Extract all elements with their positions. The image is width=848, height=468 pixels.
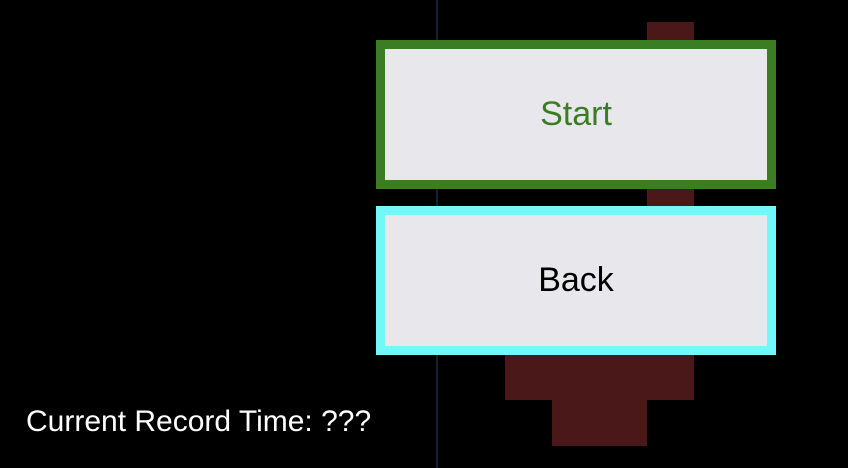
decor-block-bottom (552, 398, 647, 446)
start-button[interactable]: Start (376, 40, 776, 189)
start-button-label: Start (540, 95, 612, 133)
back-button-label: Back (538, 261, 614, 299)
record-time-text: Current Record Time: ??? (26, 405, 372, 438)
decor-block-middle (505, 350, 694, 400)
back-button[interactable]: Back (376, 206, 776, 355)
